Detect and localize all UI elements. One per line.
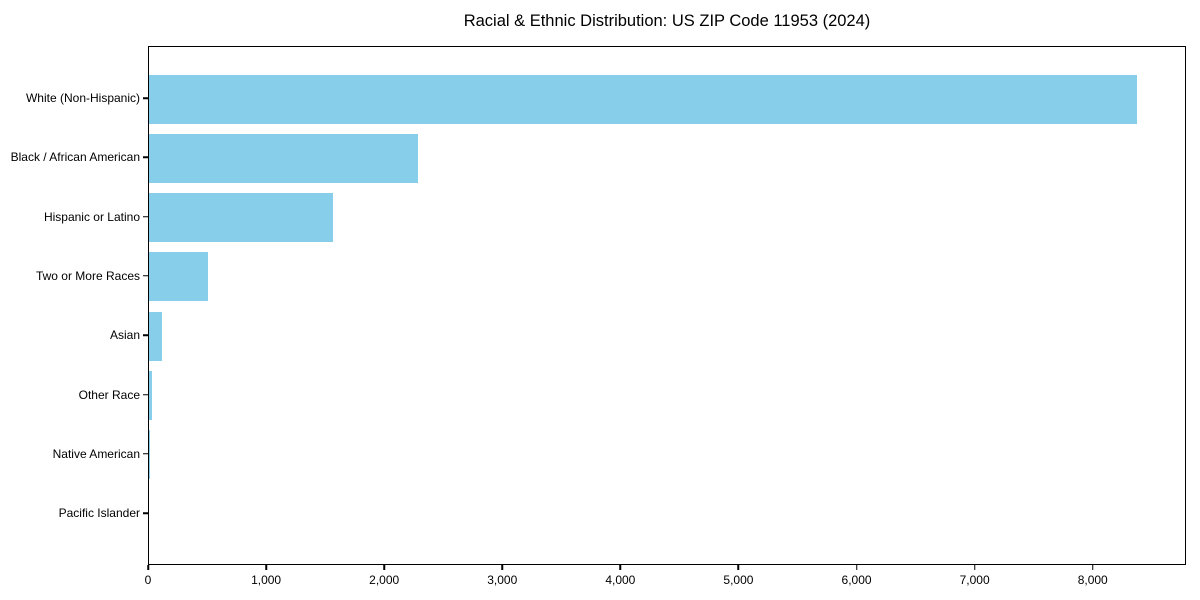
category-label: Pacific Islander [58, 506, 140, 521]
bar [149, 193, 334, 243]
category-label: Two or More Races [35, 268, 140, 283]
x-tick-label: 3,000 [487, 573, 518, 587]
x-axis-tick [383, 565, 385, 570]
x-axis-tick [619, 565, 622, 570]
y-axis-tick [143, 215, 148, 218]
y-axis-tick [143, 512, 148, 514]
x-tick-label: 4,000 [605, 573, 636, 587]
x-axis-tick [265, 565, 267, 570]
x-axis-tick [147, 565, 149, 570]
category-label: Other Race [78, 387, 140, 402]
y-axis-tick [143, 453, 148, 455]
category-label: Asian [109, 328, 140, 343]
x-tick-label: 1,000 [251, 573, 282, 587]
y-axis-tick [143, 97, 148, 99]
y-axis-tick [143, 156, 148, 159]
plot-area [148, 46, 1186, 565]
x-axis-tick [855, 565, 858, 570]
y-axis-tick [143, 334, 148, 336]
y-axis-tick [143, 275, 148, 277]
x-axis-tick [501, 565, 504, 570]
y-axis-tick [143, 393, 148, 396]
x-tick-label: 0 [144, 573, 152, 587]
chart-title: Racial & Ethnic Distribution: US ZIP Cod… [463, 12, 871, 30]
x-axis-tick [973, 565, 976, 570]
bar [149, 133, 419, 183]
category-label: Black / African American [10, 150, 140, 165]
bar [149, 74, 1138, 124]
x-axis-tick [737, 565, 740, 570]
x-tick-label: 5,000 [723, 573, 754, 587]
category-label: Hispanic or Latino [43, 209, 140, 224]
category-label: Native American [52, 446, 140, 461]
bar [149, 311, 162, 361]
bar [149, 252, 209, 302]
x-tick-label: 6,000 [841, 573, 872, 587]
bar [149, 371, 152, 420]
x-tick-label: 7,000 [959, 573, 990, 587]
x-tick-label: 2,000 [369, 573, 400, 587]
category-label: White (Non-Hispanic) [25, 91, 140, 105]
x-axis-tick [1091, 565, 1094, 570]
x-tick-label: 8,000 [1077, 573, 1108, 587]
